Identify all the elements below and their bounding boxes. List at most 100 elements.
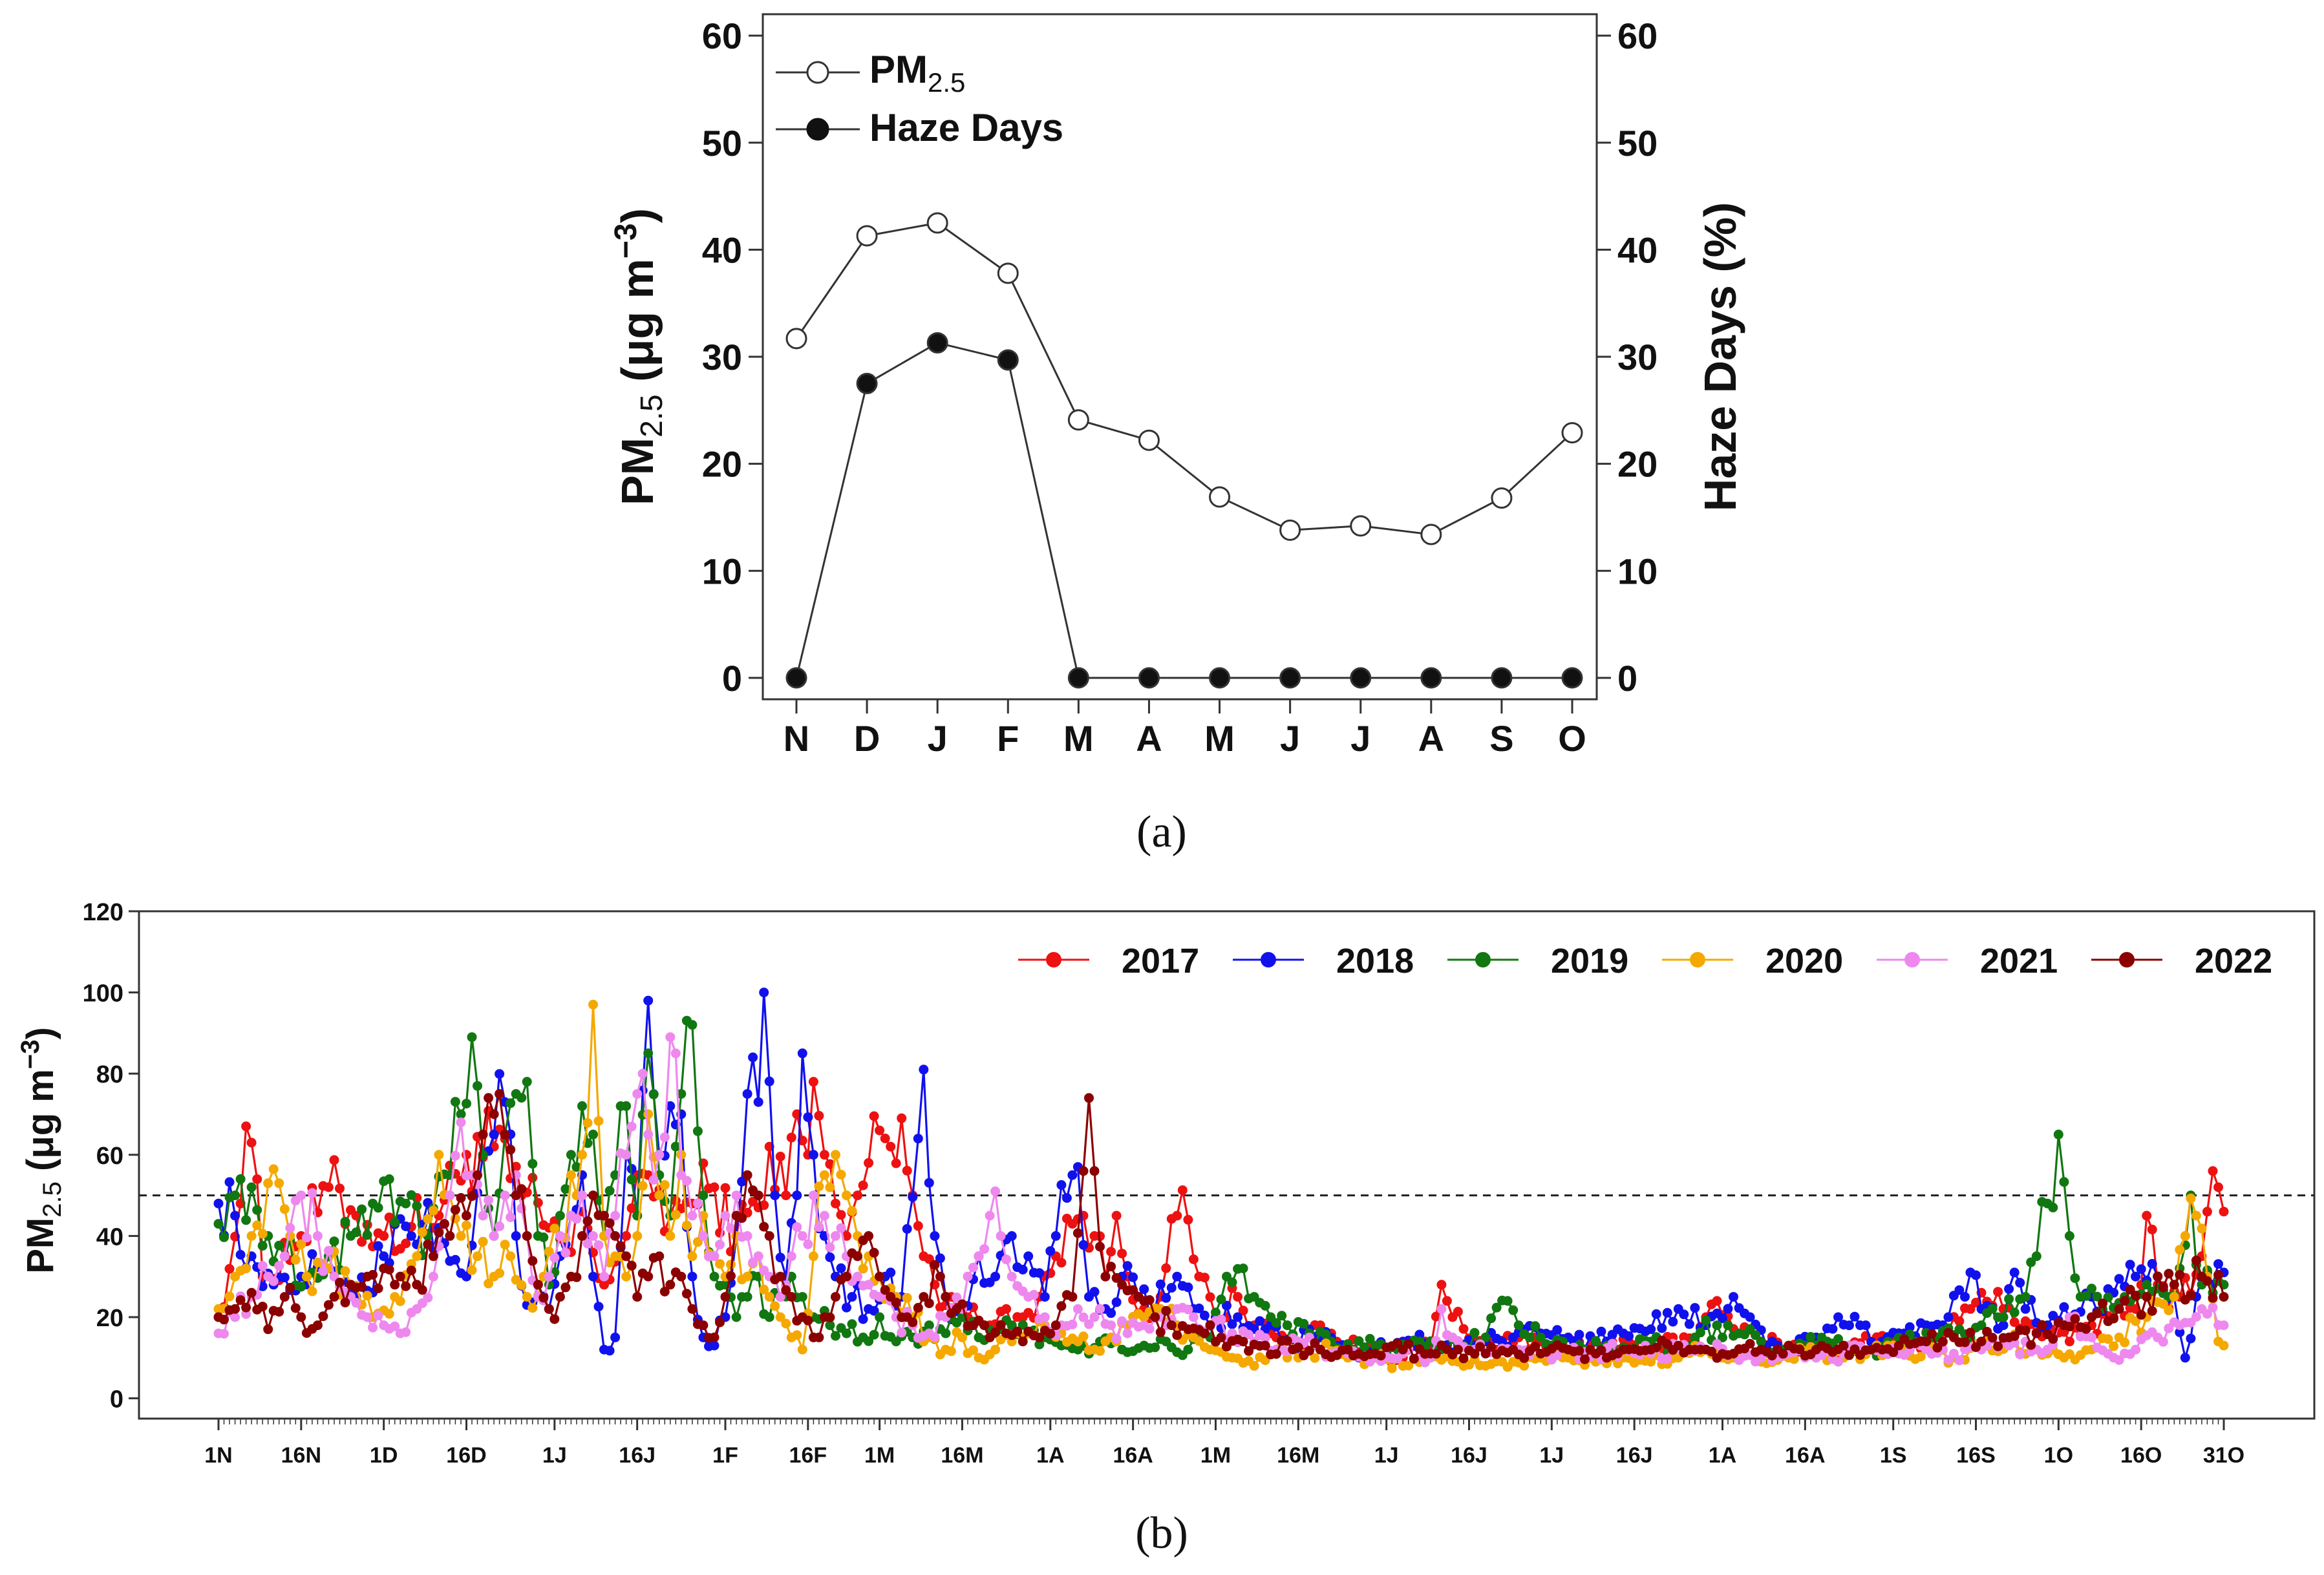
series-2018-point: [797, 1048, 807, 1059]
series-2021-point: [792, 1222, 802, 1232]
series-2017-point: [869, 1111, 879, 1121]
series-2021-point: [1183, 1304, 1193, 1315]
series-2017-point: [1188, 1254, 1199, 1264]
series-2020-point: [2197, 1223, 2207, 1234]
series-2022-point: [1767, 1351, 1777, 1360]
series-2019-point: [213, 1219, 224, 1229]
series-2019-point: [2142, 1280, 2152, 1290]
series-2019-point: [1751, 1330, 1761, 1340]
series-2020-point: [1387, 1363, 1397, 1373]
series-2017-point: [1161, 1263, 1171, 1273]
series-2022-point: [1111, 1273, 1122, 1283]
series-2018-point: [1128, 1272, 1138, 1282]
series-2021-point: [1007, 1271, 1017, 1282]
series-2017-point: [224, 1263, 235, 1274]
series-2019-point: [842, 1328, 851, 1338]
series-2022-point: [2142, 1292, 2152, 1302]
series-2022-point: [930, 1260, 940, 1270]
series-2022-point: [1580, 1354, 1590, 1364]
series-2018-point: [307, 1249, 317, 1259]
series-2022-point: [357, 1282, 367, 1292]
series-2022-point: [401, 1281, 411, 1291]
series-2017-point: [875, 1125, 885, 1136]
series-2022-point: [1987, 1333, 1998, 1343]
series-2019-point: [1277, 1311, 1287, 1321]
series-2022-point: [450, 1205, 460, 1215]
series-2021-point: [428, 1271, 438, 1282]
x-tick-label: 1A: [1709, 1443, 1736, 1468]
series-2022-point: [538, 1293, 549, 1303]
series-2022-point: [290, 1303, 301, 1313]
series-2019-point: [517, 1093, 527, 1103]
series-2022-point: [489, 1109, 499, 1119]
pm25-point: [1491, 487, 1513, 509]
series-2020-point: [423, 1214, 433, 1224]
series-2018-point: [869, 1305, 879, 1316]
series-2022-point: [439, 1219, 449, 1229]
series-2020-point: [257, 1229, 268, 1239]
series-2022-point: [577, 1231, 587, 1241]
series-2017-point: [323, 1182, 334, 1192]
series-2021-point: [390, 1321, 400, 1331]
series-2021-point: [450, 1150, 460, 1161]
series-2018-point: [1971, 1270, 1981, 1280]
pm25-point: [1420, 523, 1442, 545]
series-2018-point: [919, 1064, 929, 1075]
x-tick-label: A: [1418, 718, 1444, 759]
series-2022-point: [2092, 1308, 2102, 1318]
series-2019-point: [241, 1215, 251, 1225]
series-2018-point: [1850, 1311, 1860, 1322]
series-2020-point: [1519, 1360, 1530, 1371]
series-2020-point: [831, 1150, 840, 1160]
series-2021-point: [853, 1271, 862, 1282]
series-2022-point: [555, 1292, 565, 1302]
x-tick-label: 1F: [712, 1443, 738, 1468]
series-2017-point: [1199, 1273, 1210, 1283]
series-2017-point: [902, 1165, 912, 1176]
series-2018-point: [1007, 1231, 1017, 1241]
series-2022-point: [285, 1283, 295, 1293]
series-2022-point: [588, 1190, 598, 1201]
series-2021-point: [2131, 1344, 2141, 1355]
series-2021-point: [1122, 1328, 1133, 1338]
series-2022-point: [1888, 1347, 1899, 1357]
series-2022-point: [1458, 1353, 1469, 1364]
series-2022-point: [312, 1320, 323, 1331]
series-2021-point: [726, 1223, 736, 1234]
series-2022-point: [941, 1291, 951, 1302]
series-2021-point: [1954, 1355, 1965, 1366]
series-2019-point: [1591, 1336, 1601, 1346]
series-2018-point: [842, 1302, 851, 1313]
series-2022-point: [335, 1278, 345, 1287]
series-2018-point: [803, 1112, 813, 1123]
legend-2019-marker: [1475, 952, 1491, 967]
series-2020-point: [307, 1286, 317, 1296]
series-2020-point: [340, 1266, 350, 1276]
series-2022-point: [1960, 1337, 1970, 1348]
series-2021-point: [632, 1089, 643, 1099]
series-2020-point: [517, 1280, 527, 1290]
series-2018-point: [825, 1252, 835, 1262]
series-2022-point: [610, 1231, 621, 1241]
series-2022-point: [1976, 1337, 1987, 1347]
series-2017-point: [913, 1221, 923, 1231]
series-2019-point: [1238, 1263, 1248, 1274]
series-2022-point: [742, 1170, 752, 1180]
series-2022-point: [2202, 1276, 2212, 1286]
series-2021-point: [577, 1190, 587, 1201]
series-2020-point: [495, 1268, 505, 1278]
series-2022-point: [467, 1191, 477, 1201]
series-2021-point: [1943, 1355, 1954, 1365]
x-tick-label: 31O: [2203, 1443, 2244, 1468]
series-2022-point: [2064, 1322, 2074, 1332]
series-2022-point: [434, 1227, 444, 1238]
series-2019-point: [2004, 1294, 2014, 1304]
series-2022-point: [1078, 1166, 1089, 1176]
series-2022-point: [1172, 1330, 1182, 1340]
series-2017-point: [2064, 1337, 2074, 1347]
series-2021-point: [1067, 1319, 1078, 1329]
series-2019-point: [506, 1098, 516, 1108]
series-2018-point: [1690, 1303, 1700, 1313]
series-2022-point: [1128, 1285, 1138, 1295]
series-2020-point: [643, 1109, 654, 1119]
